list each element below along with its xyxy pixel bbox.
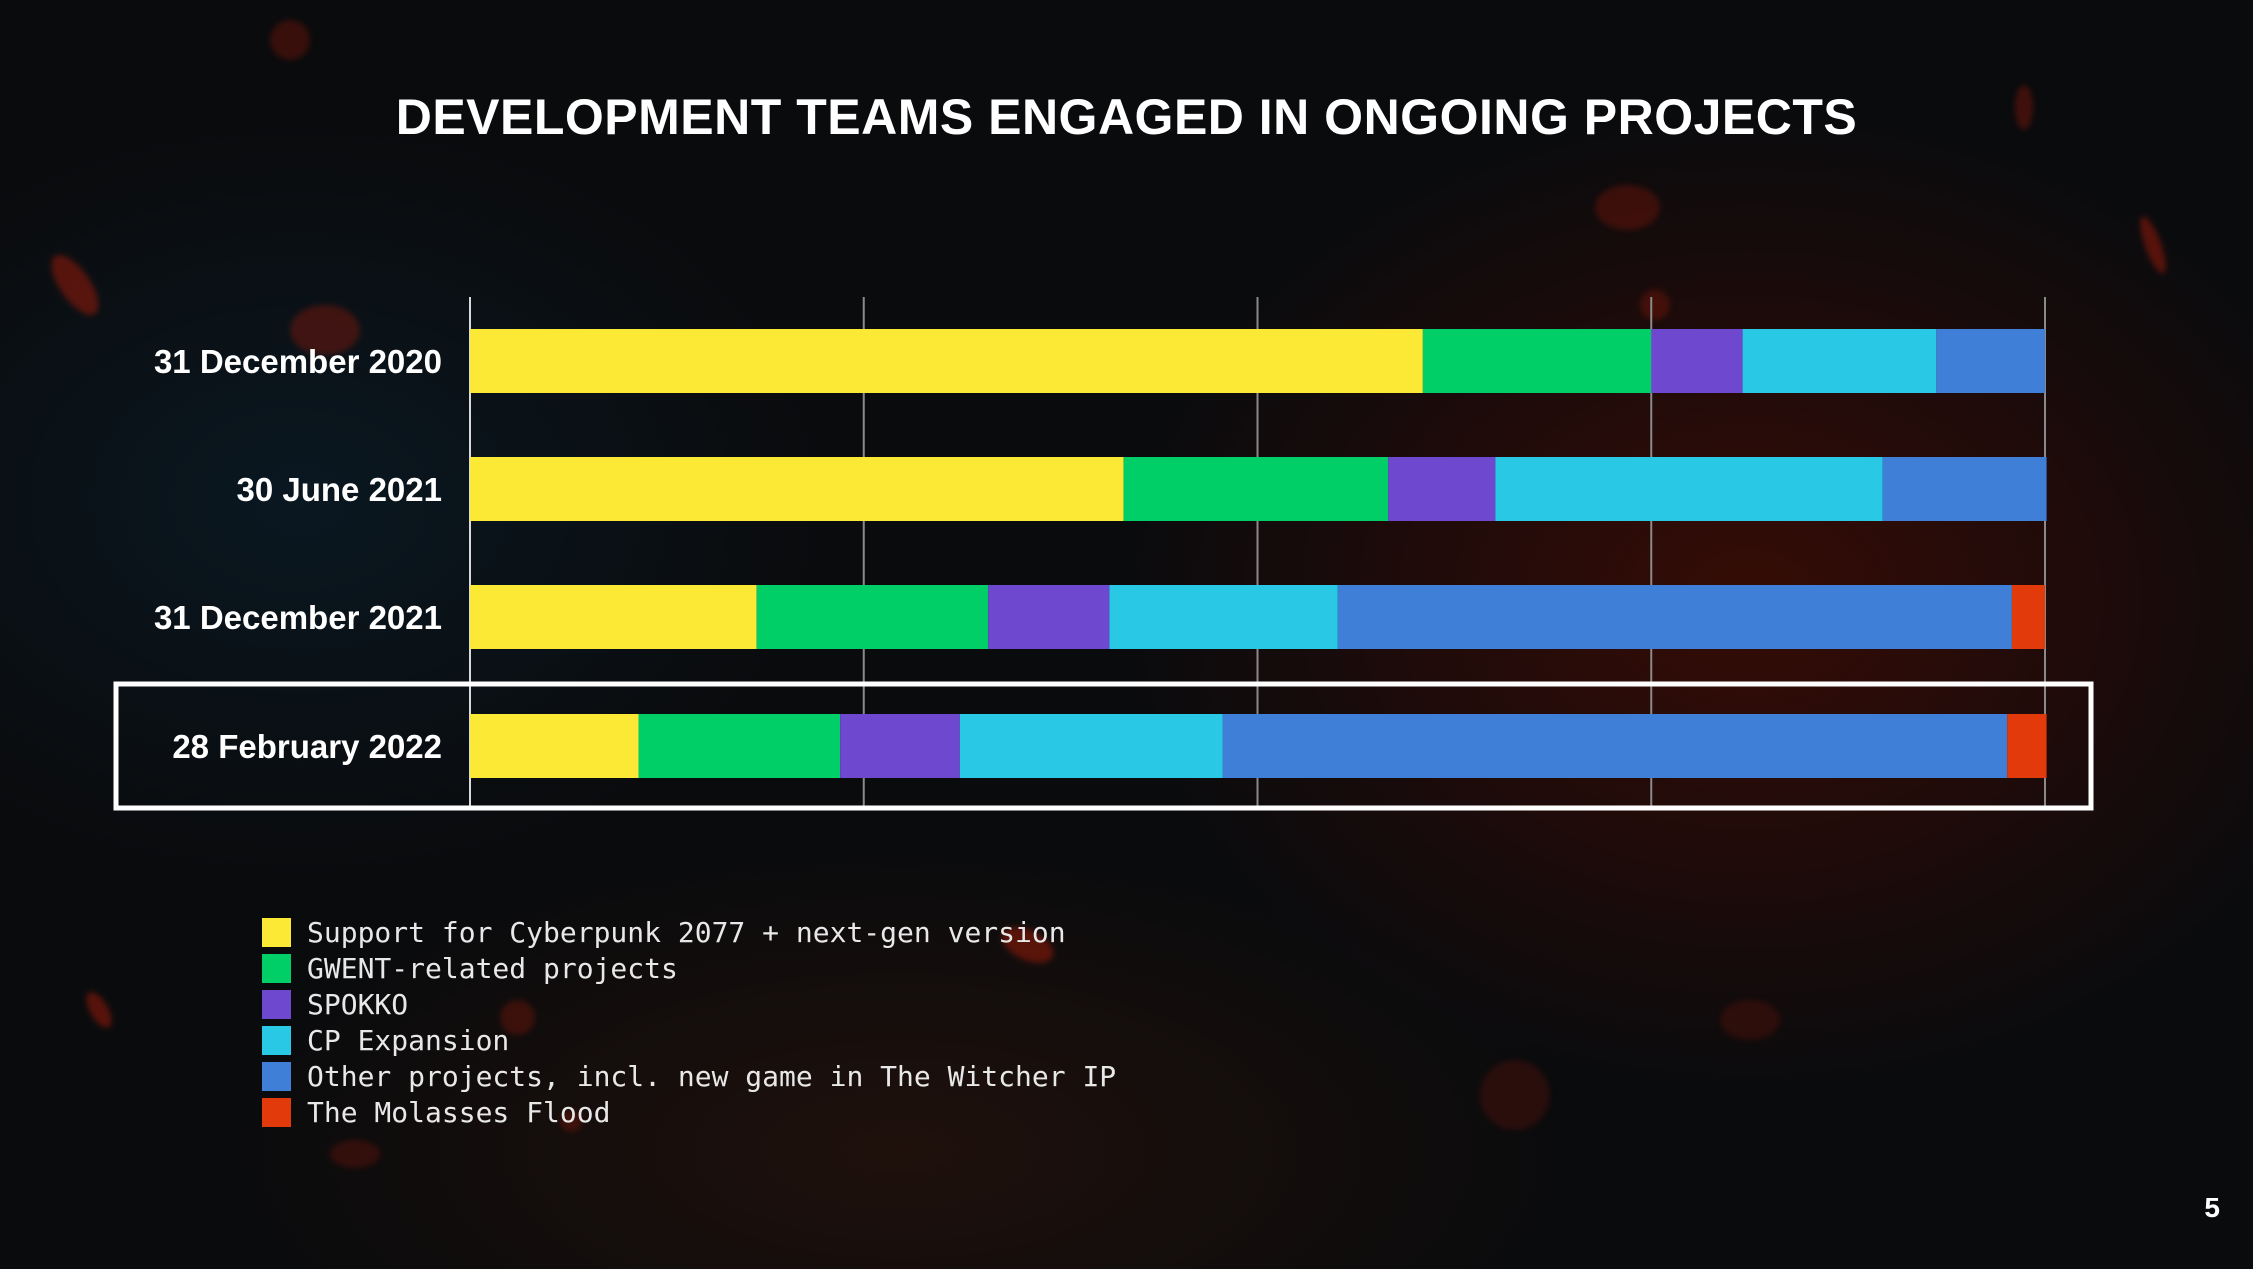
legend-swatch bbox=[262, 953, 291, 983]
bar-segment bbox=[470, 457, 1124, 521]
bar-segment bbox=[1337, 585, 2012, 649]
category-labels: 31 December 2020 30 June 2021 31 December … bbox=[154, 343, 442, 765]
legend-swatch bbox=[262, 989, 291, 1019]
legend-swatch bbox=[262, 917, 291, 947]
legend-label: GWENT-related projects bbox=[307, 951, 678, 985]
category-label: 30 June 2021 bbox=[237, 471, 442, 508]
bar-segment bbox=[1109, 585, 1338, 649]
bar-segment bbox=[638, 714, 841, 778]
category-label: 31 December 2021 bbox=[154, 599, 442, 636]
legend-item: Support for Cyberpunk 2077 + next-gen ve… bbox=[262, 914, 1116, 950]
category-label: 31 December 2020 bbox=[154, 343, 442, 380]
bar-segment bbox=[1422, 329, 1652, 393]
bar-segment bbox=[1651, 329, 1743, 393]
highlight-box bbox=[113, 681, 2094, 811]
legend-swatch bbox=[262, 1061, 291, 1091]
category-label: 28 February 2022 bbox=[172, 728, 442, 765]
slide-title: DEVELOPMENT TEAMS ENGAGED IN ONGOING PRO… bbox=[395, 89, 1858, 145]
legend-label: Other projects, incl. new game in The Wi… bbox=[307, 1059, 1117, 1093]
legend-label: CP Expansion bbox=[307, 1023, 510, 1057]
bar-segment bbox=[470, 714, 639, 778]
bar-segment bbox=[1882, 457, 2047, 521]
bar-segment bbox=[1222, 714, 2008, 778]
legend-label: SPOKKO bbox=[307, 987, 409, 1021]
bar-segment bbox=[1742, 329, 1937, 393]
legend: Support for Cyberpunk 2077 + next-gen ve… bbox=[262, 914, 1116, 1130]
legend-label: The Molasses Flood bbox=[307, 1095, 611, 1129]
bar-segment bbox=[756, 585, 989, 649]
bar-segment bbox=[2007, 714, 2047, 778]
bar-segment bbox=[470, 329, 1423, 393]
legend-label: Support for Cyberpunk 2077 + next-gen ve… bbox=[307, 915, 1066, 949]
page-number: 5 bbox=[2204, 1192, 2220, 1223]
bar-segment bbox=[988, 585, 1110, 649]
legend-item: GWENT-related projects bbox=[262, 950, 1116, 986]
bar-segment bbox=[2011, 585, 2045, 649]
bar-segment bbox=[1388, 457, 1496, 521]
bar-segment bbox=[1495, 457, 1883, 521]
bar-segment bbox=[470, 585, 757, 649]
legend-item: The Molasses Flood bbox=[262, 1094, 1116, 1130]
bar-segment bbox=[1936, 329, 2045, 393]
bar-segment bbox=[1123, 457, 1389, 521]
bar-segment bbox=[840, 714, 960, 778]
legend-item: CP Expansion bbox=[262, 1022, 1116, 1058]
legend-item: Other projects, incl. new game in The Wi… bbox=[262, 1058, 1116, 1094]
bar-segment bbox=[959, 714, 1223, 778]
bars bbox=[470, 329, 2047, 778]
legend-item: SPOKKO bbox=[262, 986, 1116, 1022]
legend-swatch bbox=[262, 1097, 291, 1127]
legend-swatch bbox=[262, 1025, 291, 1055]
